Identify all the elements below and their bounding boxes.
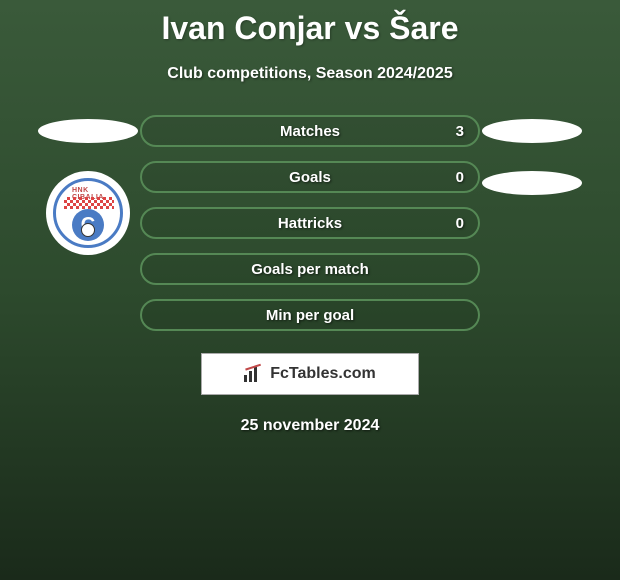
main-area: HNK CIBALIA C Matches 3 Goals 0 Hattric: [0, 115, 620, 331]
comparison-card: Ivan Conjar vs Šare Club competitions, S…: [0, 0, 620, 445]
subtitle: Club competitions, Season 2024/2025: [167, 65, 452, 83]
stat-label: Goals per match: [251, 261, 369, 278]
stats-column: Matches 3 Goals 0 Hattricks 0 Goals per …: [140, 115, 480, 331]
stat-row-matches: Matches 3: [140, 115, 480, 147]
chart-icon: [244, 366, 264, 382]
attribution-box[interactable]: FcTables.com: [201, 353, 419, 395]
stat-row-hattricks: Hattricks 0: [140, 207, 480, 239]
date-label: 25 november 2024: [241, 417, 380, 435]
player-placeholder-right-2: [482, 171, 582, 195]
stat-label: Hattricks: [278, 215, 342, 232]
stat-row-goals: Goals 0: [140, 161, 480, 193]
attribution-text: FcTables.com: [270, 365, 376, 383]
player-placeholder-right-1: [482, 119, 582, 143]
stat-right-value: 0: [456, 169, 464, 186]
stat-right-value: 3: [456, 123, 464, 140]
club-badge-left: HNK CIBALIA C: [46, 171, 130, 255]
page-title: Ivan Conjar vs Šare: [161, 10, 458, 47]
player-placeholder-left: [38, 119, 138, 143]
stat-label: Goals: [289, 169, 331, 186]
stat-row-min-per-goal: Min per goal: [140, 299, 480, 331]
right-player-column: [482, 115, 582, 195]
stat-label: Matches: [280, 123, 340, 140]
stat-label: Min per goal: [266, 307, 354, 324]
left-player-column: HNK CIBALIA C: [38, 115, 138, 255]
badge-inner: HNK CIBALIA C: [53, 178, 123, 248]
stat-row-goals-per-match: Goals per match: [140, 253, 480, 285]
badge-checker-pattern: [64, 197, 114, 209]
stat-right-value: 0: [456, 215, 464, 232]
badge-ball-icon: [81, 223, 95, 237]
